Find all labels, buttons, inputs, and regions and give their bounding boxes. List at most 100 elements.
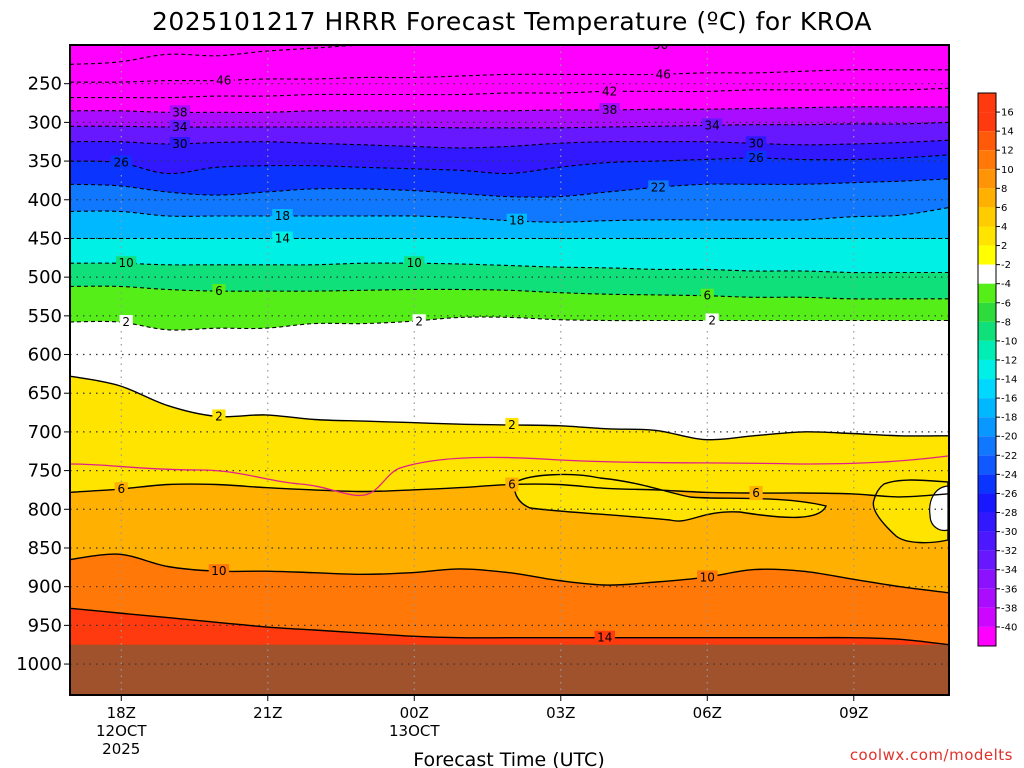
colorbar-swatch bbox=[978, 398, 996, 418]
contour-label-bg bbox=[169, 137, 191, 152]
colorbar-label: -16 bbox=[1001, 394, 1017, 405]
x-tick-date: 12OCT bbox=[96, 722, 147, 740]
y-tick-label: 1000 bbox=[16, 654, 62, 675]
contour-label-bg bbox=[697, 570, 718, 585]
contour-label: -50 bbox=[649, 38, 669, 52]
colorbar-label: -22 bbox=[1001, 451, 1017, 462]
contour-label: 10 bbox=[119, 256, 134, 270]
colorbar-label: 12 bbox=[1001, 146, 1014, 157]
contour-label: 30 bbox=[748, 136, 763, 150]
y-tick-label: 550 bbox=[28, 306, 62, 327]
contour-label-bg bbox=[705, 313, 719, 328]
y-axis: 250 300 350 400 450 500 550 600 650 700 750 800 850 9… bbox=[16, 74, 70, 675]
contour-label: 2 bbox=[708, 313, 716, 327]
contour-label: 10 bbox=[700, 570, 715, 584]
contour-label: 6 bbox=[508, 478, 516, 492]
colorbar-label: -38 bbox=[1001, 603, 1017, 614]
colorbar-label: -34 bbox=[1001, 565, 1017, 576]
contour-label: 6 bbox=[215, 284, 223, 298]
contour-label-bg bbox=[115, 256, 137, 271]
colorbar-swatch bbox=[978, 207, 996, 227]
contour-label: 18 bbox=[275, 209, 290, 223]
colorbar-label: 4 bbox=[1001, 222, 1007, 233]
contour-label-bg bbox=[745, 136, 767, 151]
contour-label: 22 bbox=[651, 180, 666, 194]
colorbar-swatch bbox=[978, 436, 996, 456]
contour-label-bg bbox=[644, 45, 673, 52]
contour-label-bg bbox=[505, 477, 519, 492]
y-tick-label: 450 bbox=[28, 228, 62, 249]
x-axis-title: Forecast Time (UTC) bbox=[413, 749, 604, 768]
colorbar-swatch bbox=[978, 455, 996, 475]
chart-title: 2025101217 HRRR Forecast Temperature (ºC… bbox=[152, 7, 872, 36]
gridlines bbox=[70, 45, 949, 695]
contour-label-bg bbox=[272, 231, 293, 246]
colorbar-label: -10 bbox=[1001, 336, 1017, 347]
colorbar-label: -6 bbox=[1001, 298, 1011, 309]
contour-label-bg bbox=[119, 315, 133, 330]
contour-label-bg bbox=[594, 630, 615, 645]
colorbar-swatch bbox=[978, 264, 996, 284]
colorbar-swatch bbox=[978, 340, 996, 360]
colorbar-label: -32 bbox=[1001, 546, 1017, 557]
contour-label-bg bbox=[111, 155, 132, 170]
y-tick-label: 250 bbox=[28, 74, 62, 95]
colorbar-swatch bbox=[978, 150, 996, 170]
colorbar-label: -14 bbox=[1001, 375, 1017, 386]
colorbar-frame bbox=[977, 92, 997, 647]
contour-label-bg bbox=[701, 118, 723, 133]
y-tick-label: 650 bbox=[28, 383, 62, 404]
colorbar-swatch bbox=[978, 245, 996, 265]
contour-label: 34 bbox=[172, 120, 187, 134]
colorbar: 16 14 12 10 8 6 4 2 -2 -4 -6 -8 -10 -12 -14 -16 -18 -20 -2… bbox=[977, 92, 1017, 647]
contour-label: 6 bbox=[752, 486, 760, 500]
colorbar-label: -20 bbox=[1001, 432, 1017, 443]
credit-text: coolwx.com/modelts bbox=[850, 746, 1013, 764]
colorbar-swatch bbox=[978, 131, 996, 151]
colorbar-label: -40 bbox=[1001, 622, 1017, 633]
colorbar-label: -4 bbox=[1001, 279, 1011, 290]
ground-fill bbox=[70, 644, 949, 695]
y-tick-label: 750 bbox=[28, 461, 62, 482]
colorbar-label: -26 bbox=[1001, 489, 1017, 500]
contour-label-bg bbox=[506, 213, 528, 228]
colorbar-swatch bbox=[978, 93, 996, 113]
contour-label: 2 bbox=[122, 315, 130, 329]
contour-label: 26 bbox=[114, 156, 129, 170]
colorbar-label: 10 bbox=[1001, 165, 1014, 176]
colorbar-label: 8 bbox=[1001, 184, 1007, 195]
contour-label-bg bbox=[599, 103, 620, 117]
ground-surface bbox=[70, 644, 949, 695]
contour-label-bg bbox=[653, 67, 674, 82]
contour-label: 6 bbox=[703, 289, 711, 303]
contour-label: 2 bbox=[508, 418, 516, 432]
contour-label: 38 bbox=[172, 105, 187, 119]
colorbar-label: -36 bbox=[1001, 584, 1017, 595]
x-tick-label: 03Z bbox=[546, 704, 575, 722]
contour-label-bg bbox=[213, 73, 235, 88]
x-tick-label: 21Z bbox=[253, 704, 282, 722]
colorbar-swatch bbox=[978, 302, 996, 322]
contour--2 bbox=[70, 316, 949, 331]
colorbar-label: 14 bbox=[1001, 127, 1014, 138]
colorbar-swatch bbox=[978, 512, 996, 532]
colorbar-swatch bbox=[978, 169, 996, 189]
colorbar-swatch bbox=[978, 493, 996, 513]
colorbar-label: -30 bbox=[1001, 527, 1017, 538]
colorbar-swatch bbox=[978, 607, 996, 627]
freezing-line-path bbox=[70, 455, 949, 497]
contour-label: 42 bbox=[602, 84, 617, 98]
warm-pocket bbox=[929, 485, 949, 532]
contour-label: 10 bbox=[211, 564, 226, 578]
contour-label-bg bbox=[212, 409, 226, 424]
colorbar-label: 2 bbox=[1001, 241, 1007, 252]
colorbar-swatch bbox=[978, 417, 996, 437]
contour-label-bg bbox=[749, 486, 763, 501]
contour-label: 34 bbox=[705, 118, 720, 132]
y-tick-label: 800 bbox=[28, 499, 62, 520]
contour-label-bg bbox=[700, 288, 714, 303]
contour-label-bg bbox=[404, 256, 425, 271]
x-tick-label: 00Z bbox=[400, 704, 429, 722]
colorbar-swatch bbox=[978, 474, 996, 494]
